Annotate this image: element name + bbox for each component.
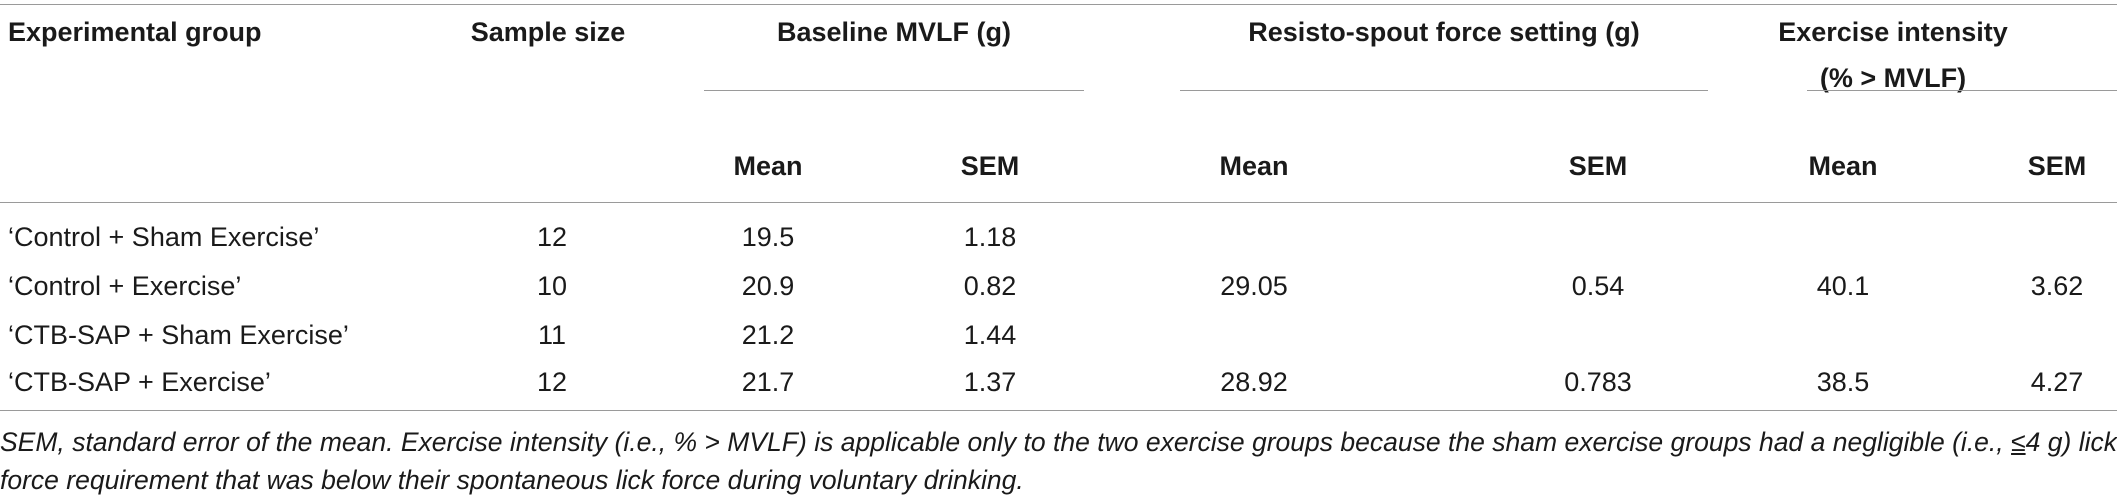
cell-baseline-mean: 19.5 <box>741 222 795 252</box>
cell-group: ‘CTB-SAP + Exercise’ <box>8 367 271 397</box>
cell-baseline-sem: 1.44 <box>963 320 1017 350</box>
footnote-text-start: SEM, standard error of the mean. Exercis… <box>0 427 2012 457</box>
top-rule <box>0 4 2117 5</box>
footnote-text-end: 4 g) lick force requirement that was bel… <box>0 427 2117 495</box>
cell-intensity-mean: 40.1 <box>1816 271 1870 301</box>
cell-resisto-sem: 0.783 <box>1564 367 1632 397</box>
cell-sample-size: 11 <box>537 320 567 350</box>
cell-sample-size: 10 <box>536 271 568 301</box>
intensity-group-rule <box>1807 90 2117 91</box>
header-resisto-mean: Mean <box>1219 151 1289 181</box>
cell-resisto-sem: 0.54 <box>1571 271 1625 301</box>
cell-baseline-sem: 1.18 <box>963 222 1017 252</box>
header-bottom-rule <box>0 202 2117 203</box>
cell-group: ‘Control + Exercise’ <box>8 271 242 301</box>
resisto-group-rule <box>1180 90 1708 91</box>
cell-baseline-sem: 1.37 <box>963 367 1017 397</box>
header-resisto-sem: SEM <box>1568 151 1628 181</box>
table-bottom-rule <box>0 410 2117 411</box>
header-intensity-mean: Mean <box>1808 151 1878 181</box>
cell-intensity-sem: 4.27 <box>2030 367 2084 397</box>
header-resisto-spout: Resisto-spout force setting (g) <box>1248 17 1640 47</box>
table-footnote: SEM, standard error of the mean. Exercis… <box>0 423 2117 499</box>
cell-intensity-sem: 3.62 <box>2030 271 2084 301</box>
cell-baseline-mean: 20.9 <box>741 271 795 301</box>
cell-group: ‘Control + Sham Exercise’ <box>8 222 320 252</box>
cell-intensity-mean: 38.5 <box>1816 367 1870 397</box>
cell-sample-size: 12 <box>536 367 568 397</box>
header-baseline-mvlf: Baseline MVLF (g) <box>776 17 1012 47</box>
header-baseline-sem: SEM <box>960 151 1020 181</box>
cell-group: ‘CTB-SAP + Sham Exercise’ <box>8 320 349 350</box>
baseline-group-rule <box>704 90 1084 91</box>
cell-resisto-mean: 29.05 <box>1220 271 1288 301</box>
cell-resisto-mean: 28.92 <box>1220 367 1288 397</box>
footnote-le-symbol: ≤ <box>2011 427 2026 457</box>
header-baseline-mean: Mean <box>733 151 803 181</box>
header-experimental-group: Experimental group <box>8 17 262 47</box>
cell-sample-size: 12 <box>536 222 568 252</box>
header-sample-size: Sample size <box>470 17 626 47</box>
cell-baseline-mean: 21.7 <box>741 367 795 397</box>
header-exercise-intensity-unit: (% > MVLF) <box>1819 63 1967 93</box>
header-intensity-sem: SEM <box>2027 151 2087 181</box>
cell-baseline-sem: 0.82 <box>963 271 1017 301</box>
cell-baseline-mean: 21.2 <box>741 320 795 350</box>
header-exercise-intensity: Exercise intensity <box>1778 17 2008 47</box>
